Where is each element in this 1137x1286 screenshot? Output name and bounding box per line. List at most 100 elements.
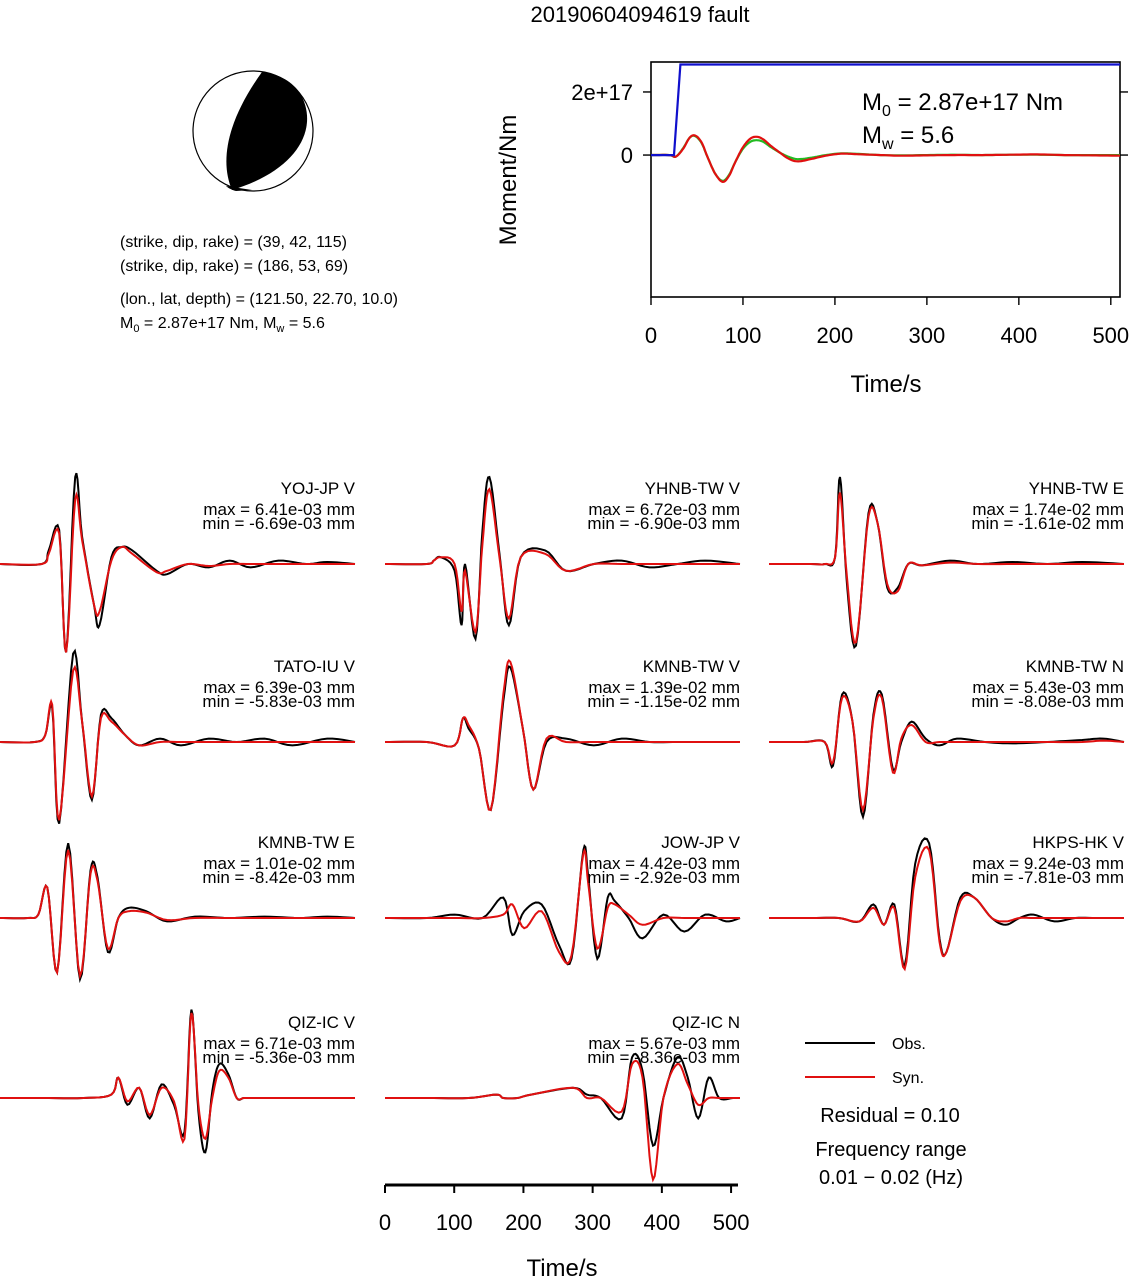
nodal-plane-2: (strike, dip, rake) = (186, 53, 69)	[120, 258, 348, 275]
waveform-max-text: max = 6.72e-03 mm	[588, 500, 740, 519]
stf-x-ticks: 0 100 200 300 400 500	[645, 297, 1129, 348]
synthetic-waveform	[385, 658, 740, 812]
stf-y-tick-label: 2e+17	[571, 80, 633, 105]
stf-y-axis-label: Moment/Nm	[495, 115, 522, 246]
frequency-range-title: Frequency range	[815, 1139, 966, 1161]
synthetic-waveform	[0, 849, 355, 980]
station-component-label: QIZ-IC N	[672, 1013, 740, 1032]
stf-x-tick-label: 400	[1000, 323, 1037, 348]
waveform-min-text: min = -8.08e-03 mm	[971, 692, 1124, 711]
stf-x-tick-label: 0	[645, 323, 657, 348]
waveform-max-text: max = 6.39e-03 mm	[203, 678, 355, 697]
stf-x-tick-label: 300	[909, 323, 946, 348]
waveform-min-text: min = -1.15e-02 mm	[587, 692, 740, 711]
synthetic-waveform	[0, 664, 355, 821]
focal-mechanism-beachball	[192, 70, 314, 192]
legend: Obs. Syn. Residual = 0.10 Frequency rang…	[805, 1036, 967, 1189]
station-component-label: JOW-JP V	[661, 833, 740, 852]
stf-plot-frame	[650, 61, 1121, 298]
station-component-label: KMNB-TW V	[643, 657, 741, 676]
station-component-label: YHNB-TW V	[645, 479, 741, 498]
waveform-min-text: min = -2.92e-03 mm	[587, 868, 740, 887]
stf-x-axis-label: Time/s	[850, 371, 921, 398]
beachball-compressional-sliver	[226, 186, 252, 191]
source-time-function-panel: 0 100 200 300 400 500 0 2e+17 M0 = 2.87e+17 Nm…	[495, 61, 1129, 398]
waveform-max-text: max = 1.39e-02 mm	[588, 678, 740, 697]
waveform-x-tick-label: 100	[436, 1210, 473, 1235]
waveform-x-tick-label: 500	[713, 1210, 750, 1235]
synthetic-waveform	[769, 693, 1125, 814]
waveform-x-tick-label: 400	[644, 1210, 681, 1235]
synthetic-waveform	[385, 1059, 740, 1183]
waveform-min-text: min = -5.83e-03 mm	[202, 692, 355, 711]
waveform-x-tick-label: 200	[505, 1210, 542, 1235]
figure-title: 20190604094619 fault	[531, 2, 750, 27]
stf-y-ticks: 0 2e+17	[571, 80, 1128, 168]
stf-mw-annotation: Mw = 5.6	[862, 122, 954, 153]
stf-x-tick-label: 100	[725, 323, 762, 348]
waveform-min-text: min = -8.36e-03 mm	[587, 1048, 740, 1067]
waveform-max-text: max = 9.24e-03 mm	[972, 854, 1124, 873]
stf-m0-annotation: M0 = 2.87e+17 Nm	[862, 89, 1063, 120]
waveform-x-tick-label: 300	[574, 1210, 611, 1235]
waveform-max-text: max = 5.67e-03 mm	[588, 1034, 740, 1053]
frequency-range-value: 0.01 − 0.02 (Hz)	[819, 1167, 963, 1189]
waveform-min-text: min = -1.61e-02 mm	[971, 514, 1124, 533]
waveform-time-axis: Time/s 0 100 200 300 400 500	[379, 1183, 750, 1282]
station-component-label: YOJ-JP V	[281, 479, 356, 498]
waveform-min-text: min = -6.69e-03 mm	[202, 514, 355, 533]
waveform-max-text: max = 1.74e-02 mm	[972, 500, 1124, 519]
synthetic-waveform	[385, 847, 740, 965]
stf-series-group	[650, 63, 1120, 184]
synthetic-waveform	[769, 492, 1124, 644]
waveform-max-text: max = 4.42e-03 mm	[588, 854, 740, 873]
station-component-label: KMNB-TW E	[258, 833, 355, 852]
stf-x-tick-label: 500	[1092, 323, 1129, 348]
station-component-label: YHNB-TW E	[1029, 479, 1124, 498]
stf-x-tick-label: 200	[817, 323, 854, 348]
waveform-max-text: max = 5.43e-03 mm	[972, 678, 1124, 697]
station-component-label: QIZ-IC V	[288, 1013, 356, 1032]
observed-waveform	[385, 1052, 740, 1148]
beachball-compressional-quadrant	[226, 72, 308, 190]
waveform-min-text: min = -5.36e-03 mm	[202, 1048, 355, 1067]
waveform-min-text: min = -8.42e-03 mm	[202, 868, 355, 887]
synthetic-waveform	[0, 491, 355, 653]
waveform-max-text: max = 1.01e-02 mm	[203, 854, 355, 873]
station-component-label: HKPS-HK V	[1032, 833, 1124, 852]
waveform-max-text: max = 6.71e-03 mm	[203, 1034, 355, 1053]
synthetic-waveform	[769, 845, 1124, 972]
station-component-label: TATO-IU V	[274, 657, 356, 676]
legend-obs-label: Obs.	[892, 1036, 926, 1053]
waveform-x-tick-label: 0	[379, 1210, 391, 1235]
waveform-min-text: min = -6.90e-03 mm	[587, 514, 740, 533]
station-component-label: KMNB-TW N	[1026, 657, 1124, 676]
residual-text: Residual = 0.10	[820, 1105, 960, 1127]
nodal-plane-1: (strike, dip, rake) = (39, 42, 115)	[120, 234, 347, 251]
waveform-x-axis-label: Time/s	[526, 1255, 597, 1281]
hypocenter-location: (lon., lat, depth) = (121.50, 22.70, 10.…	[120, 291, 398, 308]
moment-magnitude-line: M0 = 2.87e+17 Nm, Mw = 5.6	[120, 315, 325, 335]
stf-y-tick-label: 0	[621, 143, 633, 168]
waveform-max-text: max = 6.41e-03 mm	[203, 500, 355, 519]
mechanism-info: (strike, dip, rake) = (39, 42, 115) (str…	[120, 234, 398, 335]
synthetic-waveform	[385, 487, 740, 635]
synthetic-waveform	[0, 1012, 355, 1145]
waveform-min-text: min = -7.81e-03 mm	[971, 868, 1124, 887]
stf-series-moment-rate-red	[650, 134, 1120, 184]
stf-series-cumulative-moment	[651, 63, 1120, 157]
legend-syn-label: Syn.	[892, 1070, 924, 1087]
